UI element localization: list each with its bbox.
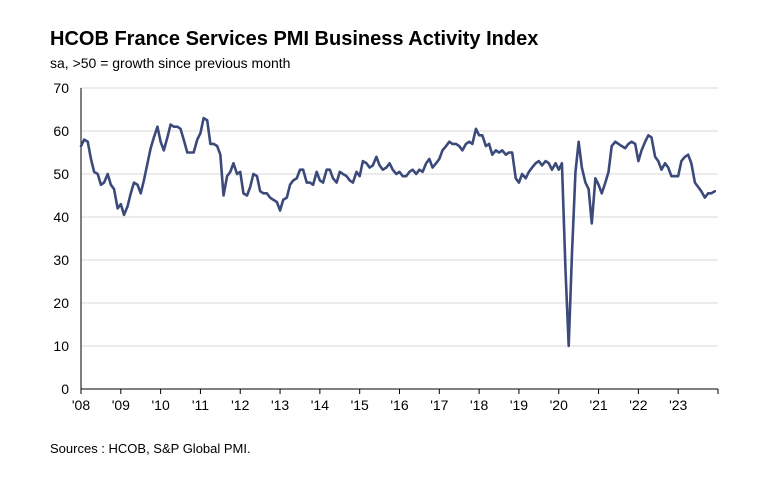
x-tick-label: '09 <box>112 397 130 413</box>
x-tick-label: '23 <box>669 397 687 413</box>
chart-title: HCOB France Services PMI Business Activi… <box>50 28 539 50</box>
x-tick-label: '21 <box>589 397 607 413</box>
x-tick-label: '20 <box>550 397 568 413</box>
y-tick-label: 0 <box>61 381 69 397</box>
chart-subtitle: sa, >50 = growth since previous month <box>50 55 291 71</box>
x-tick-label: '18 <box>470 397 488 413</box>
series-line <box>79 116 717 348</box>
x-tick-label: '08 <box>72 397 90 413</box>
x-axis: '08 '09 '10 '11 '12 '13 '14 '15 '16 '17 '18 '19 '20 '… <box>72 388 719 413</box>
x-tick-label: '17 <box>430 397 448 413</box>
x-tick-label: '19 <box>510 397 528 413</box>
y-axis: 0 10 20 30 40 50 60 70 <box>53 80 82 397</box>
y-tick-label: 20 <box>53 295 69 311</box>
x-tick-label: '10 <box>152 397 170 413</box>
x-tick-label: '16 <box>390 397 408 413</box>
x-tick-label: '11 <box>192 397 209 413</box>
x-tick-label: '12 <box>231 397 249 413</box>
series-lines <box>79 116 717 348</box>
x-tick-label: '15 <box>351 397 369 413</box>
y-tick-label: 60 <box>53 123 69 139</box>
source-note: Sources : HCOB, S&P Global PMI. <box>50 441 251 456</box>
y-tick-label: 70 <box>53 80 69 96</box>
y-tick-label: 10 <box>53 338 69 354</box>
y-tick-label: 40 <box>53 209 69 225</box>
x-tick-label: '14 <box>311 397 329 413</box>
gridlines <box>81 87 718 347</box>
y-tick-label: 50 <box>53 166 69 182</box>
x-tick-label: '13 <box>271 397 289 413</box>
y-tick-label: 30 <box>53 252 69 268</box>
x-tick-label: '22 <box>629 397 647 413</box>
